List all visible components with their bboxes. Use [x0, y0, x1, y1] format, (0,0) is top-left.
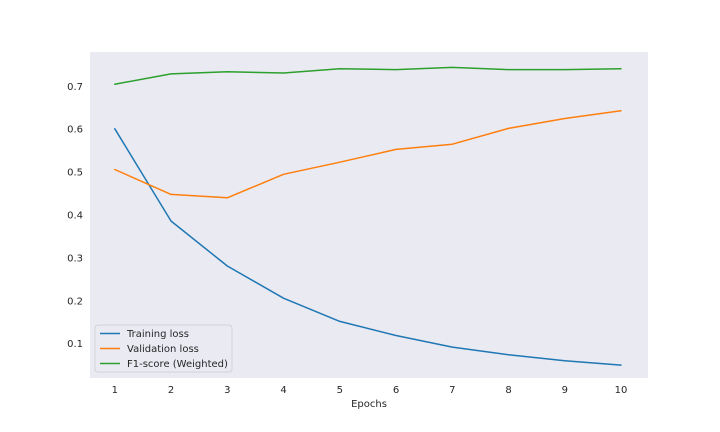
- series-line-3: [114, 66, 622, 85]
- y-tick-label: 0.6: [67, 125, 83, 136]
- x-tick-label: 6: [393, 385, 399, 396]
- x-tick-label: 9: [562, 385, 568, 396]
- legend-label: Training loss: [126, 329, 189, 340]
- x-tick-label: 3: [224, 385, 230, 396]
- x-axis-ticks: 1 2 3 4 5 6 7 8 9 10: [112, 385, 628, 396]
- series-line-2: [114, 110, 622, 199]
- y-tick-label: 0.2: [67, 296, 83, 307]
- y-axis-ticks: 0.1 0.2 0.3 0.4 0.5 0.6 0.7: [67, 82, 83, 350]
- x-tick-label: 8: [505, 385, 511, 396]
- x-tick-label: 7: [449, 385, 455, 396]
- legend: Training loss Validation loss F1-score (We…: [94, 324, 233, 373]
- legend-box: [94, 324, 233, 373]
- x-tick-label: 10: [615, 385, 628, 396]
- y-tick-label: 0.1: [67, 339, 83, 350]
- y-tick-label: 0.3: [67, 253, 83, 264]
- y-tick-label: 0.5: [67, 168, 83, 179]
- y-tick-label: 0.7: [67, 82, 83, 93]
- plot-area: [90, 52, 648, 378]
- x-tick-label: 5: [337, 385, 343, 396]
- series-line-1: [114, 128, 622, 366]
- legend-label: F1-score (Weighted): [127, 359, 228, 370]
- x-tick-label: 1: [112, 385, 118, 396]
- x-tick-label: 4: [280, 385, 286, 396]
- x-tick-label: 2: [168, 385, 174, 396]
- series-lines: [114, 66, 622, 366]
- x-axis-title: Epochs: [351, 399, 387, 410]
- y-tick-label: 0.4: [67, 211, 83, 222]
- legend-label: Validation loss: [127, 344, 199, 355]
